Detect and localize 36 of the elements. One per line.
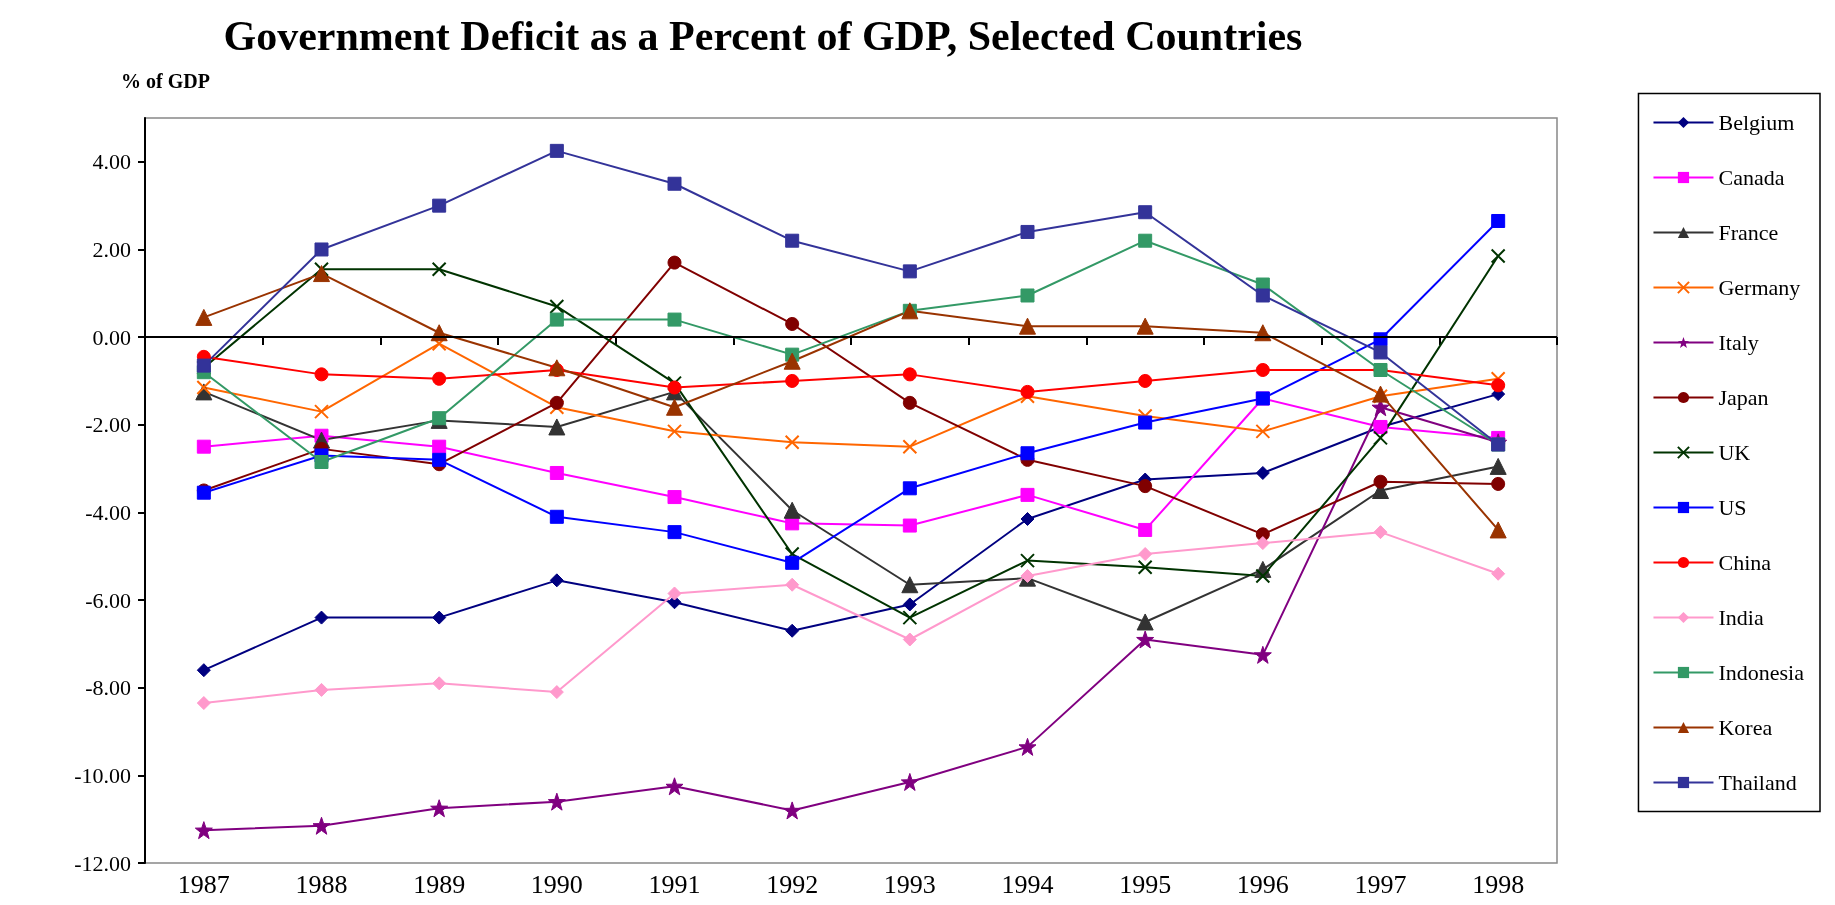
y-tick-label: 2.00 <box>92 236 131 262</box>
legend-label: France <box>1718 220 1779 245</box>
y-tick-label: 4.00 <box>92 149 131 175</box>
x-tick-label: 1988 <box>295 869 348 899</box>
legend-label: Korea <box>1718 715 1773 740</box>
x-tick-label: 1992 <box>766 869 819 899</box>
y-tick-label: -12.00 <box>74 850 131 876</box>
legend-label: Indonesia <box>1718 660 1805 685</box>
legend-label: UK <box>1718 440 1751 465</box>
x-tick-label: 1996 <box>1236 869 1289 899</box>
x-tick-label: 1998 <box>1472 869 1525 899</box>
legend-label: US <box>1718 495 1747 520</box>
legend-label: Japan <box>1718 385 1769 410</box>
y-tick-label: -2.00 <box>85 412 131 438</box>
x-tick-label: 1991 <box>648 869 701 899</box>
legend-label: China <box>1718 550 1772 575</box>
chart-title: Government Deficit as a Percent of GDP, Selected Countries <box>223 13 1303 59</box>
legend-label: Germany <box>1718 275 1801 300</box>
y-tick-label: -4.00 <box>85 499 131 525</box>
y-axis-title: % of GDP <box>121 70 210 92</box>
legend-label: Thailand <box>1718 770 1797 795</box>
x-tick-label: 1990 <box>530 869 583 899</box>
legend-label: Italy <box>1718 330 1759 355</box>
x-tick-label: 1987 <box>177 869 230 899</box>
legend-label: India <box>1718 605 1764 630</box>
x-tick-label: 1993 <box>883 869 936 899</box>
legend-label: Canada <box>1718 165 1785 190</box>
x-tick-label: 1994 <box>1001 869 1054 899</box>
y-tick-label: -10.00 <box>74 762 131 788</box>
y-tick-label: -6.00 <box>85 587 131 613</box>
y-tick-label: 0.00 <box>92 324 131 350</box>
x-tick-label: 1997 <box>1354 869 1407 899</box>
legend-label: Belgium <box>1718 110 1795 135</box>
y-tick-label: -8.00 <box>85 675 131 701</box>
x-tick-label: 1995 <box>1119 869 1172 899</box>
x-tick-label: 1989 <box>413 869 466 899</box>
